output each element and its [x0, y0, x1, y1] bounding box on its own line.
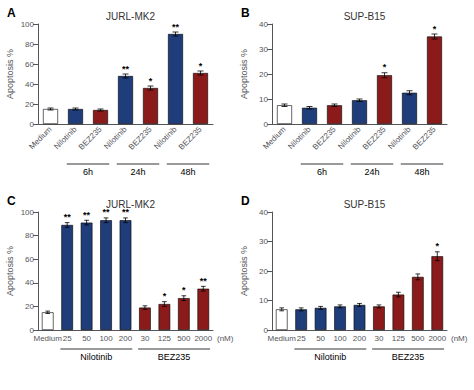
svg-text:0: 0	[30, 120, 35, 129]
svg-text:25: 25	[63, 334, 72, 343]
svg-text:BEZ235: BEZ235	[127, 124, 154, 151]
svg-text:2000: 2000	[194, 334, 212, 343]
svg-text:20: 20	[25, 302, 34, 311]
svg-text:60: 60	[25, 60, 34, 69]
svg-text:125: 125	[158, 334, 172, 343]
svg-text:Nilotinib: Nilotinib	[286, 124, 313, 151]
svg-text:80: 80	[25, 40, 34, 49]
svg-text:100: 100	[21, 20, 35, 29]
svg-text:0: 0	[263, 325, 268, 335]
svg-text:BEZ235: BEZ235	[411, 124, 438, 151]
svg-text:SUP-B15: SUP-B15	[344, 199, 386, 210]
svg-text:BEZ235: BEZ235	[392, 352, 425, 362]
svg-text:40: 40	[25, 80, 34, 89]
svg-text:BEZ235: BEZ235	[361, 124, 388, 151]
svg-text:*: *	[433, 24, 437, 34]
svg-text:20: 20	[259, 70, 268, 79]
svg-text:BEZ235: BEZ235	[77, 124, 104, 151]
svg-text:30: 30	[374, 334, 383, 343]
svg-text:(nM): (nM)	[451, 334, 468, 343]
svg-text:500: 500	[177, 334, 191, 343]
svg-text:60: 60	[25, 255, 34, 264]
svg-text:Nilotinib: Nilotinib	[80, 352, 112, 362]
svg-text:24h: 24h	[130, 167, 145, 177]
svg-text:*: *	[383, 62, 387, 72]
svg-text:B: B	[241, 6, 250, 20]
svg-text:Apoptosis %: Apoptosis %	[5, 246, 15, 296]
svg-text:2000: 2000	[428, 334, 446, 343]
svg-text:Apoptosis %: Apoptosis %	[5, 49, 15, 99]
svg-text:Nilotinib: Nilotinib	[152, 124, 179, 151]
svg-text:10: 10	[259, 296, 268, 305]
svg-text:C: C	[7, 194, 16, 208]
svg-text:80: 80	[25, 231, 34, 240]
svg-text:**: **	[122, 64, 130, 74]
svg-text:40: 40	[25, 278, 34, 287]
svg-text:48h: 48h	[180, 167, 195, 177]
svg-text:(nM): (nM)	[217, 334, 234, 343]
svg-text:BEZ235: BEZ235	[177, 124, 204, 151]
svg-text:Nilotinib: Nilotinib	[336, 124, 363, 151]
svg-text:500: 500	[411, 334, 425, 343]
svg-text:125: 125	[392, 334, 406, 343]
svg-text:*: *	[182, 285, 186, 295]
svg-text:40: 40	[259, 208, 268, 217]
svg-text:10: 10	[259, 95, 268, 104]
svg-text:20: 20	[25, 100, 34, 109]
svg-text:30: 30	[259, 45, 268, 54]
svg-text:A: A	[7, 6, 16, 20]
svg-text:*: *	[436, 241, 440, 251]
svg-text:0: 0	[264, 120, 269, 129]
svg-text:**: **	[64, 212, 72, 222]
svg-text:100: 100	[333, 334, 347, 343]
svg-text:25: 25	[297, 334, 306, 343]
svg-text:200: 200	[119, 334, 133, 343]
svg-text:JURL-MK2: JURL-MK2	[106, 11, 155, 22]
svg-text:BEZ235: BEZ235	[158, 352, 191, 362]
svg-text:Medium: Medium	[27, 125, 54, 152]
svg-text:100: 100	[99, 334, 113, 343]
svg-text:**: **	[172, 22, 180, 32]
svg-text:Nilotinib: Nilotinib	[52, 124, 79, 151]
svg-text:JURL-MK2: JURL-MK2	[106, 199, 155, 210]
svg-text:200: 200	[353, 334, 367, 343]
svg-text:50: 50	[82, 334, 91, 343]
svg-text:*: *	[149, 76, 153, 86]
svg-text:BEZ235: BEZ235	[311, 124, 338, 151]
svg-text:30: 30	[140, 334, 149, 343]
svg-text:Nilotinib: Nilotinib	[102, 124, 129, 151]
svg-text:24h: 24h	[364, 167, 379, 177]
svg-text:20: 20	[259, 267, 268, 276]
svg-text:**: **	[83, 210, 91, 220]
svg-text:*: *	[199, 61, 203, 71]
svg-text:0: 0	[29, 325, 34, 335]
svg-text:6h: 6h	[317, 167, 327, 177]
svg-text:Apoptosis %: Apoptosis %	[239, 49, 249, 99]
svg-text:Nilotinib: Nilotinib	[314, 352, 346, 362]
svg-text:Nilotinib: Nilotinib	[386, 124, 413, 151]
svg-text:50: 50	[316, 334, 325, 343]
svg-text:Medium: Medium	[261, 125, 288, 152]
svg-text:40: 40	[259, 20, 268, 29]
svg-text:48h: 48h	[414, 167, 429, 177]
svg-text:30: 30	[259, 237, 268, 246]
svg-text:6h: 6h	[83, 167, 93, 177]
svg-text:Apoptosis %: Apoptosis %	[239, 246, 249, 296]
svg-text:D: D	[241, 194, 250, 208]
svg-text:**: **	[200, 276, 208, 286]
svg-text:SUP-B15: SUP-B15	[344, 11, 386, 22]
svg-text:Medium: Medium	[267, 334, 296, 343]
svg-text:100: 100	[21, 208, 35, 217]
svg-text:Medium: Medium	[33, 334, 62, 343]
svg-text:*: *	[163, 291, 167, 301]
